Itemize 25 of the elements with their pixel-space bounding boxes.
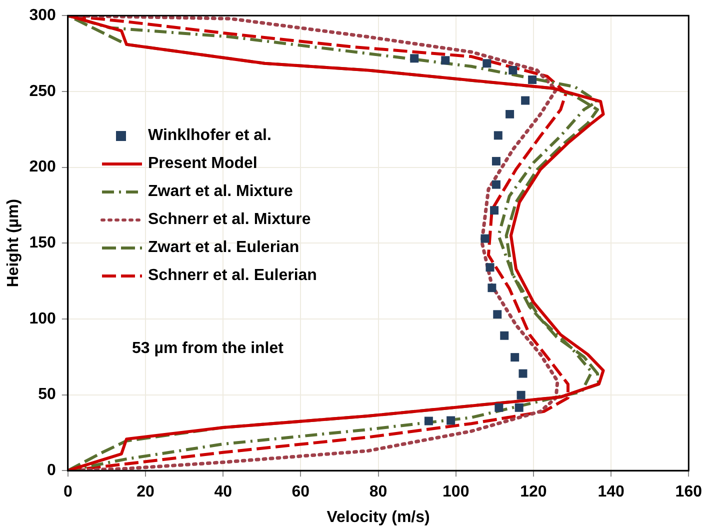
y-tick-label: 50 xyxy=(38,386,56,404)
x-tick-label: 100 xyxy=(442,484,470,501)
x-tick-label: 160 xyxy=(675,484,702,501)
legend-label: Present Model xyxy=(148,155,258,173)
y-tick-label: 100 xyxy=(29,310,56,328)
x-tick-label: 140 xyxy=(598,484,625,501)
x-tick-label: 20 xyxy=(136,484,154,501)
x-tick-label: 60 xyxy=(292,484,310,501)
y-tick-label: 300 xyxy=(29,7,56,24)
x-tick-label: 120 xyxy=(520,484,547,501)
legend-label: Schnerr et al. Mixture xyxy=(148,211,311,229)
y-tick-label: 250 xyxy=(29,82,56,100)
y-tick-label: 0 xyxy=(46,462,56,480)
y-axis-title: Height (µm) xyxy=(5,198,22,288)
legend-label: Zwart et al. Mixture xyxy=(148,183,293,201)
x-tick-label: 0 xyxy=(63,484,72,501)
y-tick-label: 150 xyxy=(29,234,56,252)
x-tick-label: 80 xyxy=(369,484,388,501)
x-axis-title: Velocity (m/s) xyxy=(326,508,430,526)
legend-label: Winklhofer et al. xyxy=(148,127,272,145)
legend-label: Schnerr et al. Eulerian xyxy=(148,267,317,285)
annotation: 53 µm from the inlet xyxy=(132,340,284,358)
y-tick-label: 200 xyxy=(29,158,56,176)
legend-label: Zwart et al. Eulerian xyxy=(148,239,300,257)
x-tick-label: 40 xyxy=(214,484,232,501)
